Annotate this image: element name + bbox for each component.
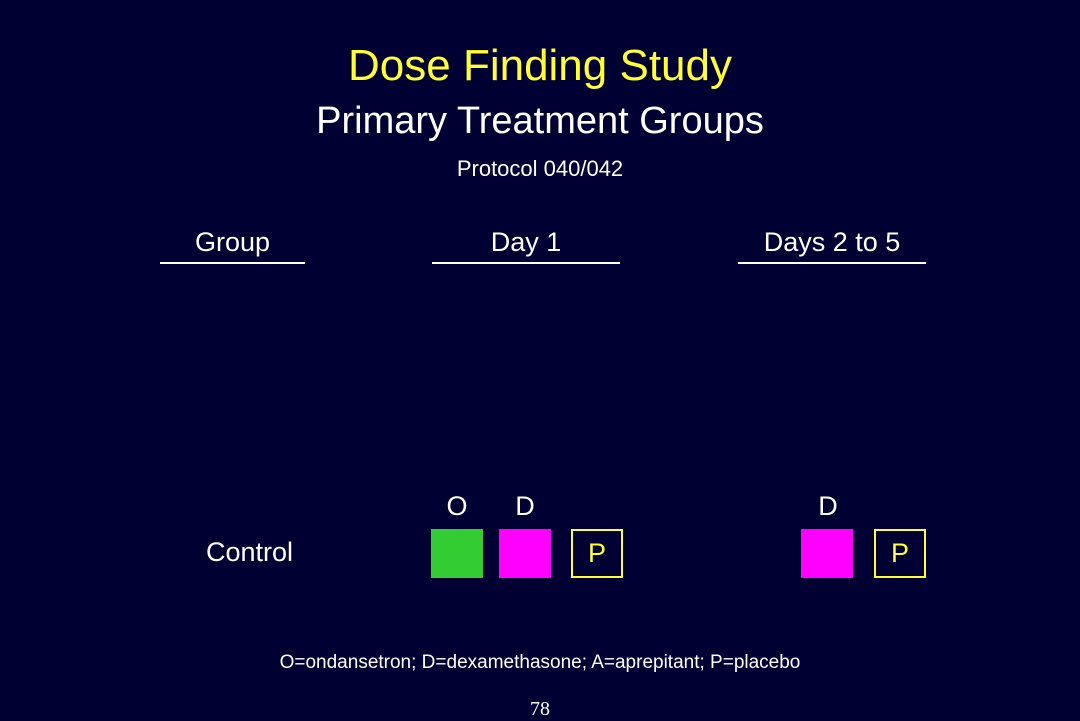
- drug-letter-dexamethasone-days2to5: D: [818, 491, 838, 521]
- dexamethasone-box: [499, 529, 551, 578]
- dexamethasone-box-days2to5: [801, 529, 853, 578]
- column-underline-group: [160, 262, 305, 264]
- page-number: 78: [530, 698, 550, 720]
- legend-text: O=ondansetron; D=dexamethasone; A=aprepi…: [279, 652, 801, 673]
- row-label-control: Control: [206, 537, 294, 567]
- drug-letter-dexamethasone: D: [515, 491, 535, 521]
- placebo-box: P: [571, 529, 623, 578]
- drug-letter-ondansetron: O: [446, 491, 468, 521]
- column-underline-days2to5: [738, 262, 926, 264]
- column-header-days2to5: Days 2 to 5: [763, 227, 901, 257]
- column-header-group: Group: [194, 227, 271, 257]
- placebo-box-days2to5: P: [874, 529, 926, 578]
- protocol-label: Protocol 040/042: [456, 156, 624, 181]
- slide-subtitle: Primary Treatment Groups: [316, 100, 764, 142]
- column-underline-day1: [432, 262, 620, 264]
- ondansetron-box: [431, 529, 483, 578]
- slide-title: Dose Finding Study: [348, 41, 732, 90]
- column-header-day1: Day 1: [490, 227, 562, 257]
